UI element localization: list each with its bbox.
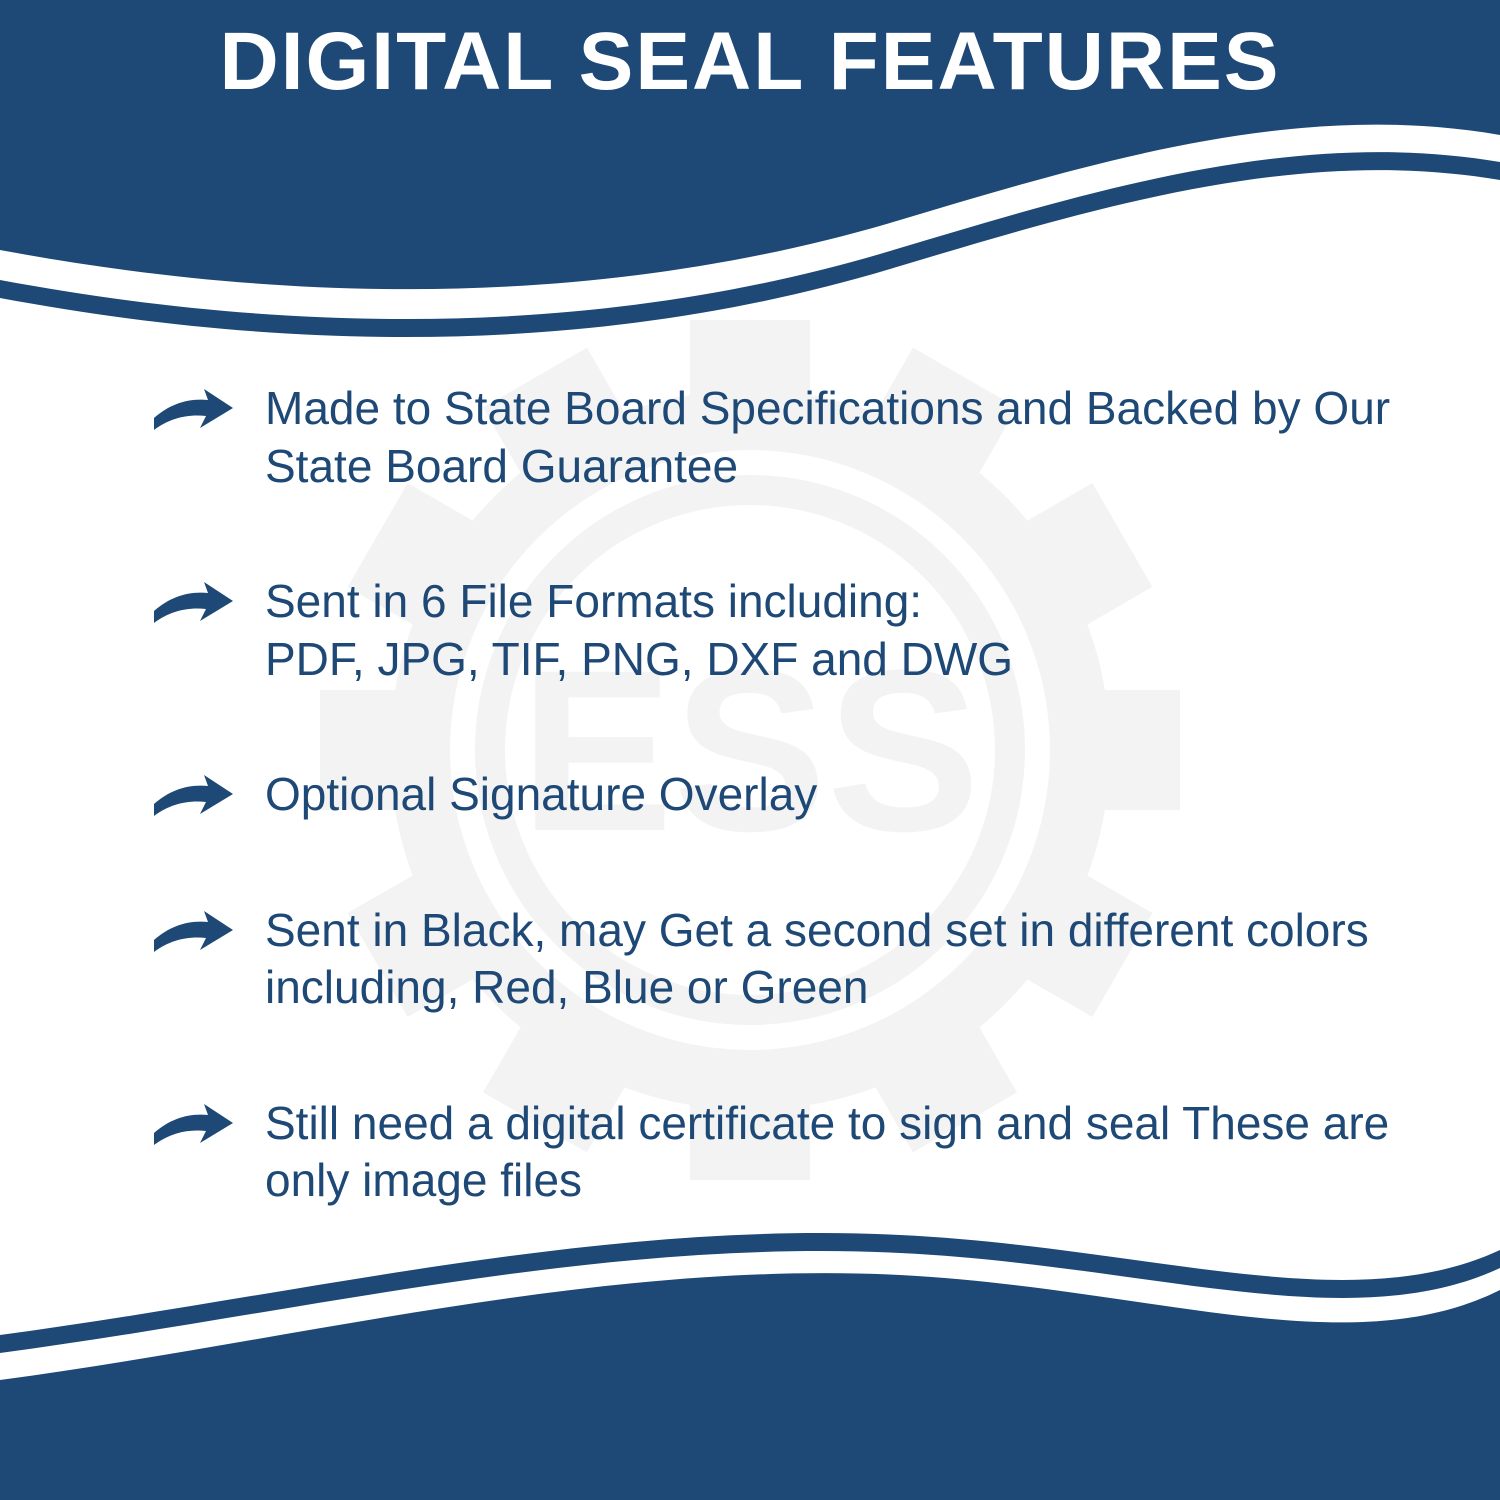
arrow-icon: [150, 772, 235, 820]
feature-text: Made to State Board Specifications and B…: [265, 380, 1400, 495]
feature-item: Optional Signature Overlay: [150, 766, 1400, 824]
feature-item: Sent in Black, may Get a second set in d…: [150, 902, 1400, 1017]
infographic-container: ESS DIGITAL SEAL FEATURES Made to State …: [0, 0, 1500, 1500]
feature-item: Sent in 6 File Formats including:PDF, JP…: [150, 573, 1400, 688]
feature-text: Still need a digital certificate to sign…: [265, 1095, 1400, 1210]
feature-list: Made to State Board Specifications and B…: [150, 380, 1400, 1288]
arrow-icon: [150, 386, 235, 434]
feature-item: Still need a digital certificate to sign…: [150, 1095, 1400, 1210]
feature-text: Sent in Black, may Get a second set in d…: [265, 902, 1400, 1017]
feature-item: Made to State Board Specifications and B…: [150, 380, 1400, 495]
arrow-icon: [150, 1101, 235, 1149]
page-title: DIGITAL SEAL FEATURES: [0, 15, 1500, 109]
arrow-icon: [150, 908, 235, 956]
arrow-icon: [150, 579, 235, 627]
feature-text: Sent in 6 File Formats including:PDF, JP…: [265, 573, 1013, 688]
feature-text: Optional Signature Overlay: [265, 766, 817, 824]
